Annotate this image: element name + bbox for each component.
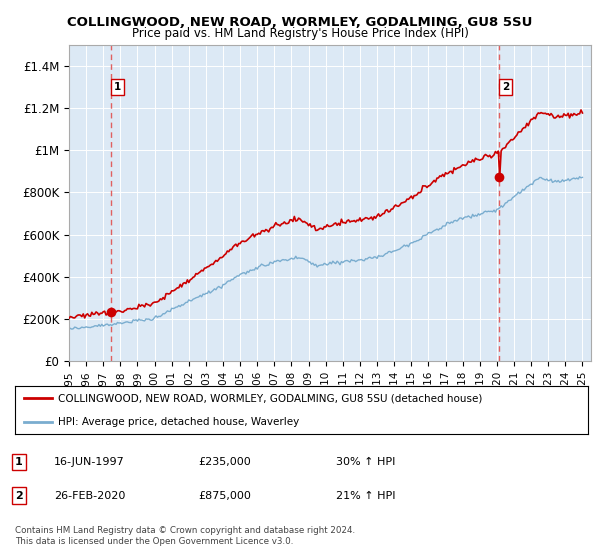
- Text: 30% ↑ HPI: 30% ↑ HPI: [336, 457, 395, 467]
- Text: 16-JUN-1997: 16-JUN-1997: [54, 457, 125, 467]
- Text: HPI: Average price, detached house, Waverley: HPI: Average price, detached house, Wave…: [58, 417, 299, 427]
- Text: 1: 1: [113, 82, 121, 92]
- Text: Contains HM Land Registry data © Crown copyright and database right 2024.
This d: Contains HM Land Registry data © Crown c…: [15, 526, 355, 546]
- Text: 26-FEB-2020: 26-FEB-2020: [54, 491, 125, 501]
- Text: 21% ↑ HPI: 21% ↑ HPI: [336, 491, 395, 501]
- Text: £875,000: £875,000: [198, 491, 251, 501]
- Text: 2: 2: [502, 82, 509, 92]
- Text: COLLINGWOOD, NEW ROAD, WORMLEY, GODALMING, GU8 5SU (detached house): COLLINGWOOD, NEW ROAD, WORMLEY, GODALMIN…: [58, 393, 482, 403]
- Text: £235,000: £235,000: [198, 457, 251, 467]
- Text: 2: 2: [15, 491, 23, 501]
- Text: Price paid vs. HM Land Registry's House Price Index (HPI): Price paid vs. HM Land Registry's House …: [131, 27, 469, 40]
- Text: 1: 1: [15, 457, 23, 467]
- Text: COLLINGWOOD, NEW ROAD, WORMLEY, GODALMING, GU8 5SU: COLLINGWOOD, NEW ROAD, WORMLEY, GODALMIN…: [67, 16, 533, 29]
